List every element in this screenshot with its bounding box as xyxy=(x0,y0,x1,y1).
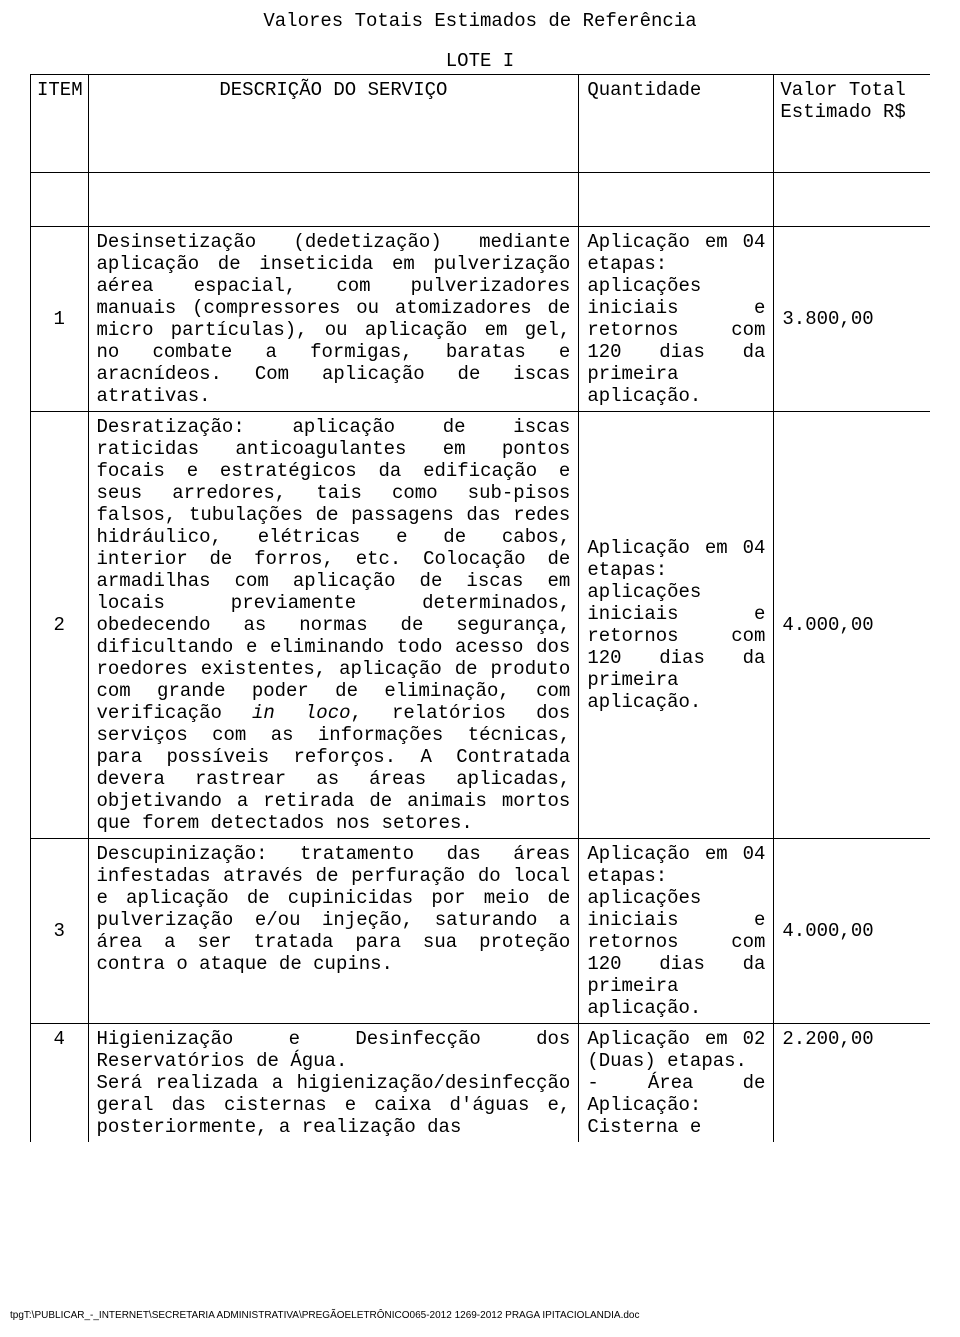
table-row-qty: Aplicação em 04 etapas: aplicações inici… xyxy=(579,839,774,1024)
header-desc: DESCRIÇÃO DO SERVIÇO xyxy=(88,75,579,173)
document-title: Valores Totais Estimados de Referência xyxy=(30,10,930,32)
table-row-val: 4.000,00 xyxy=(774,412,930,839)
header-item: ITEM xyxy=(31,75,89,173)
lote-label: LOTE I xyxy=(30,50,930,72)
table-row-val: 2.200,00 xyxy=(774,1024,930,1143)
table-row-item: 4 xyxy=(31,1024,89,1143)
table-row-desc: Desratização: aplicação de iscas raticid… xyxy=(88,412,579,839)
table-row-val: 4.000,00 xyxy=(774,839,930,1024)
table-row-qty: Aplicação em 04 etapas: aplicações inici… xyxy=(579,227,774,412)
pricing-table: ITEM DESCRIÇÃO DO SERVIÇO Quantidade Val… xyxy=(30,74,930,1142)
header-val: Valor TotalEstimado R$ xyxy=(774,75,930,173)
table-row-val: 3.800,00 xyxy=(774,227,930,412)
footer-path: tpgT:\PUBLICAR_-_INTERNET\SECRETARIA ADM… xyxy=(10,1310,639,1321)
table-row-item: 1 xyxy=(31,227,89,412)
table-row-qty: Aplicação em 04 etapas: aplicações inici… xyxy=(579,412,774,839)
table-row-item: 3 xyxy=(31,839,89,1024)
table-row-item: 2 xyxy=(31,412,89,839)
header-qty: Quantidade xyxy=(579,75,774,173)
table-row-desc: Desinsetização (dedetização) mediante ap… xyxy=(88,227,579,412)
table-row-desc: Higienização e Desinfecção dos Reservató… xyxy=(88,1024,579,1143)
table-row-desc: Descupinização: tratamento das áreas inf… xyxy=(88,839,579,1024)
table-row-qty: Aplicação em 02 (Duas) etapas.- Área de … xyxy=(579,1024,774,1143)
